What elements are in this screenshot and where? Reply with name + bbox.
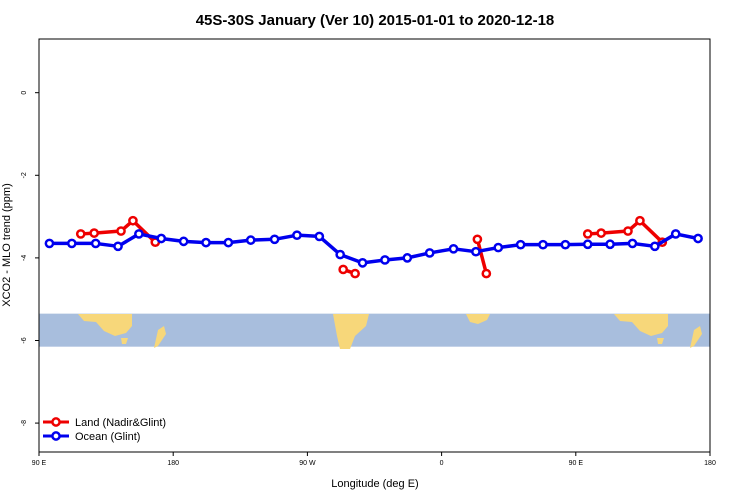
data-point <box>201 237 211 248</box>
y-tick-label: -6 <box>21 337 28 343</box>
data-point <box>89 228 100 238</box>
data-point <box>582 239 593 250</box>
data-point <box>448 243 459 254</box>
tasmania-land-left <box>121 338 128 344</box>
data-point <box>178 236 189 247</box>
new-zealand-land-right <box>690 326 702 348</box>
legend-label: Ocean (Glint) <box>75 431 140 443</box>
data-point <box>156 233 167 244</box>
south-america-land <box>333 314 369 349</box>
series-line <box>49 232 699 265</box>
australia-land-right <box>614 314 668 336</box>
new-zealand-land-left <box>154 326 166 348</box>
data-point <box>357 257 368 268</box>
data-point <box>113 241 123 252</box>
series-layer <box>44 215 703 279</box>
data-point <box>538 239 548 250</box>
ocean-band <box>39 313 710 347</box>
data-point <box>314 231 325 242</box>
data-point <box>472 234 483 245</box>
data-point <box>693 233 703 244</box>
data-point <box>493 242 504 253</box>
axes-layer: 90 E 180 90 W 0 90 E 180 0 -2 -4 -6 -8 <box>21 91 716 467</box>
data-point <box>471 246 481 257</box>
data-point <box>424 248 435 258</box>
australia-land-left <box>78 314 132 336</box>
x-tick-label: 0 <box>440 460 444 467</box>
legend-swatch-marker <box>51 417 61 427</box>
data-point <box>134 229 144 239</box>
data-point <box>627 238 638 249</box>
series-line <box>475 238 489 275</box>
y-tick-label: -2 <box>21 172 28 178</box>
data-point <box>75 229 86 239</box>
data-point <box>44 238 55 249</box>
data-point <box>670 229 681 239</box>
x-axis-label: Longitude (deg E) <box>331 478 418 490</box>
data-point <box>380 255 390 265</box>
y-axis-label: XCO2 - MLO trend (ppm) <box>1 183 13 306</box>
map-strip <box>39 313 710 349</box>
y-tick-label: 0 <box>21 91 28 95</box>
data-point <box>635 215 645 226</box>
data-point <box>335 249 346 260</box>
data-point <box>605 239 615 250</box>
data-point <box>116 226 126 236</box>
data-point <box>560 239 571 250</box>
x-tick-label: 180 <box>704 460 716 467</box>
legend-swatch-marker <box>51 431 61 441</box>
x-tick-label: 90 W <box>299 460 316 467</box>
chart-title: 45S-30S January (Ver 10) 2015-01-01 to 2… <box>196 12 555 29</box>
data-point <box>338 264 349 275</box>
data-point <box>90 238 101 249</box>
data-point <box>269 234 280 245</box>
data-point <box>128 215 138 226</box>
tasmania-land-right <box>657 338 664 344</box>
series-0 <box>75 215 668 279</box>
data-point <box>515 239 526 250</box>
y-tick-label: -4 <box>21 255 28 261</box>
y-tick-label: -8 <box>21 420 28 426</box>
data-point <box>223 237 234 248</box>
south-africa-land <box>466 314 490 324</box>
series-1 <box>44 229 703 268</box>
data-point <box>402 253 413 263</box>
data-point <box>582 229 593 239</box>
x-tick-label: 90 E <box>32 460 47 467</box>
data-point <box>481 268 492 279</box>
data-point <box>649 241 660 252</box>
data-point <box>66 238 77 249</box>
x-tick-label: 90 E <box>569 460 584 467</box>
data-point <box>623 226 633 236</box>
data-point <box>596 228 606 238</box>
data-point <box>350 268 360 279</box>
x-tick-label: 180 <box>167 460 179 467</box>
legend-label: Land (Nadir&Glint) <box>75 417 166 429</box>
data-point <box>245 235 256 245</box>
data-point <box>292 230 302 241</box>
plot-frame <box>38 38 711 453</box>
legend: Land (Nadir&Glint) Ocean (Glint) <box>43 417 166 443</box>
